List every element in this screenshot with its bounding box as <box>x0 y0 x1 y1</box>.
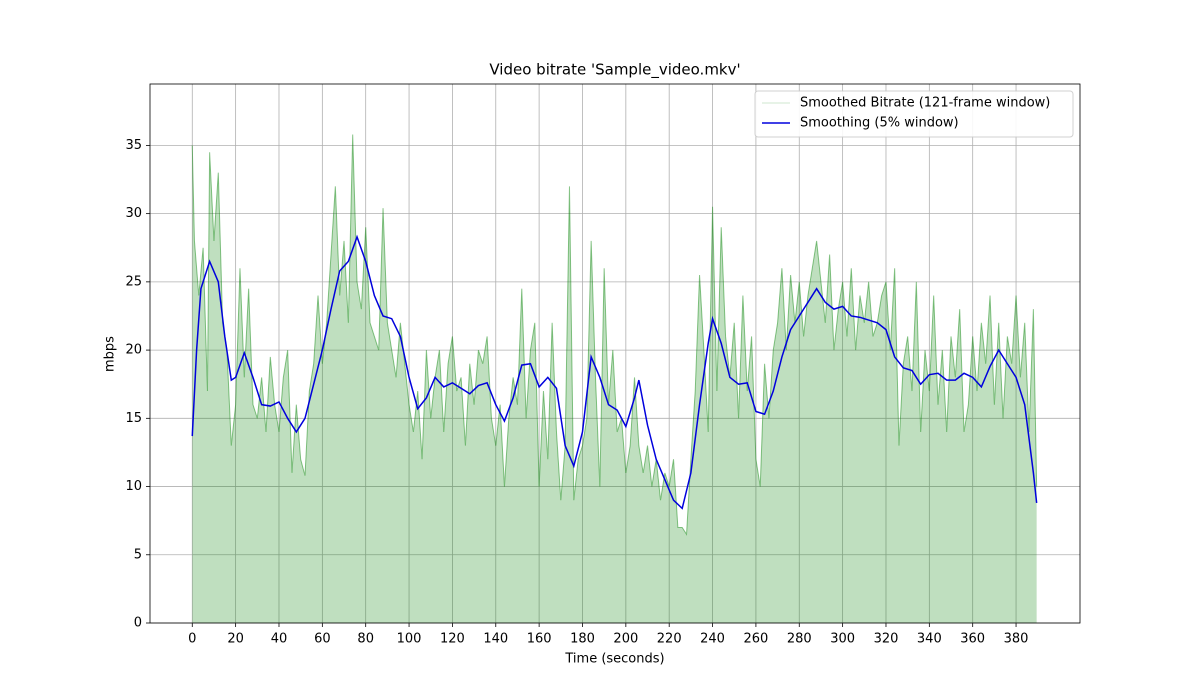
x-tick-label: 220 <box>657 632 682 647</box>
x-tick-label: 200 <box>613 632 638 647</box>
y-tick-label: 20 <box>125 343 142 358</box>
x-tick-label: 360 <box>960 632 985 647</box>
y-tick-label: 0 <box>134 616 142 631</box>
y-tick-label: 15 <box>125 411 142 426</box>
x-tick-label: 100 <box>397 632 422 647</box>
y-tick-label: 5 <box>134 547 142 562</box>
x-tick-label: 280 <box>787 632 812 647</box>
x-tick-label: 300 <box>830 632 855 647</box>
y-tick-label: 35 <box>125 138 142 153</box>
x-tick-label: 20 <box>227 632 244 647</box>
y-tick-label: 25 <box>125 274 142 289</box>
x-tick-label: 180 <box>570 632 595 647</box>
line <box>191 134 1038 536</box>
x-tick-label: 260 <box>743 632 768 647</box>
x-tick-label: 160 <box>527 632 552 647</box>
x-tick-label: 240 <box>700 632 725 647</box>
x-tick-label: 60 <box>314 632 331 647</box>
y-tick-label: 10 <box>125 479 142 494</box>
x-tick-label: 380 <box>1004 632 1029 647</box>
legend-label: Smoothing (5% window) <box>800 116 959 131</box>
x-tick-label: 320 <box>874 632 899 647</box>
x-tick-label: 40 <box>271 632 288 647</box>
area <box>192 134 1037 624</box>
x-tick-label: 140 <box>483 632 508 647</box>
x-axis-label: Time (seconds) <box>564 652 664 667</box>
legend-box <box>754 90 1074 138</box>
x-tick-label: 120 <box>440 632 465 647</box>
plot-frame <box>149 83 1081 624</box>
y-axis-label: mbps <box>103 336 118 372</box>
chart-title: Video bitrate 'Sample_video.mkv' <box>489 61 740 80</box>
x-tick-label: 80 <box>357 632 374 647</box>
x-tick-label: 340 <box>917 632 942 647</box>
legend-label: Smoothed Bitrate (121-frame window) <box>800 96 1050 111</box>
x-tick-label: 0 <box>188 632 196 647</box>
line <box>191 234 1038 510</box>
y-tick-label: 30 <box>125 206 142 221</box>
